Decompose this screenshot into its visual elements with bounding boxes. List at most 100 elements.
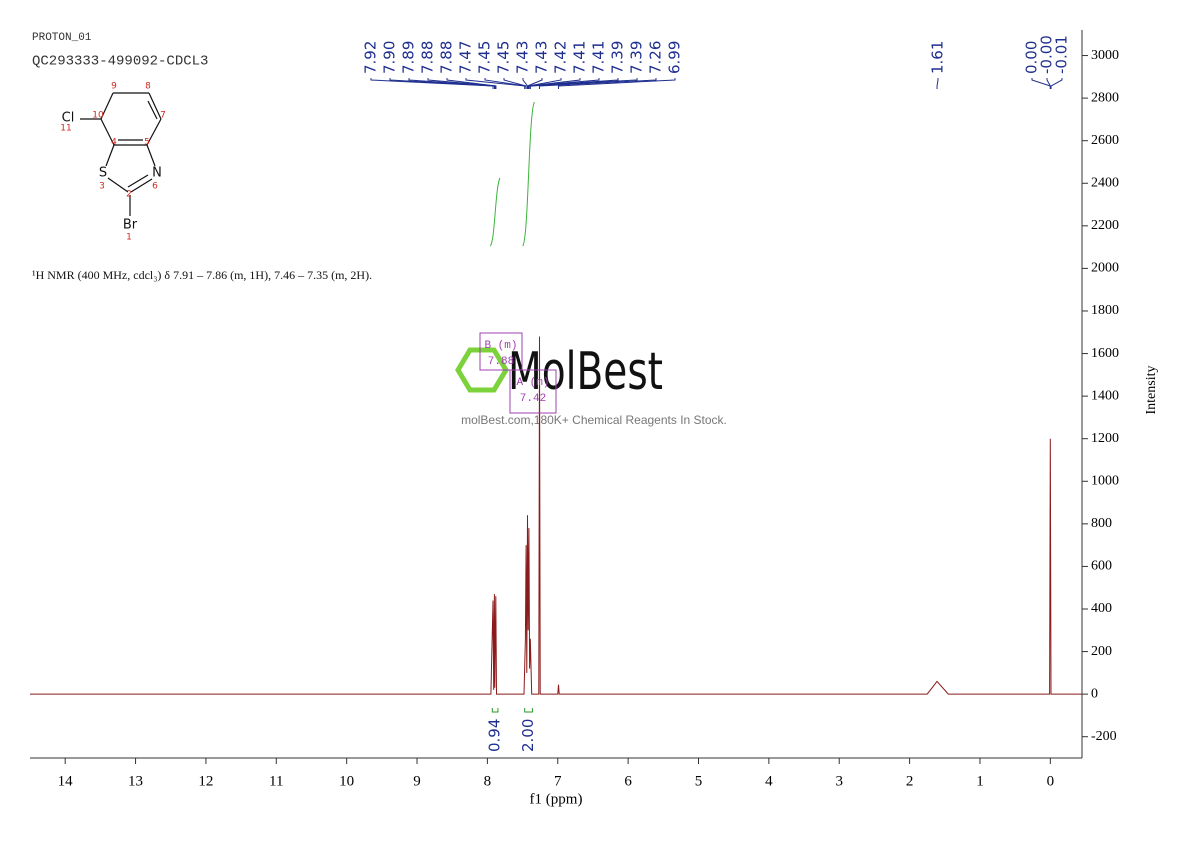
atom-number: 8 <box>145 82 151 92</box>
peak-connector <box>522 78 529 89</box>
multiplet-box <box>509 369 557 414</box>
peak-label: 7.43 <box>514 41 532 74</box>
atom-label: N <box>152 166 162 181</box>
integral-curve <box>522 101 535 247</box>
peak-label: 7.47 <box>457 41 475 74</box>
integral-label: 2.00 <box>519 719 537 752</box>
peak-label: 7.88 <box>438 41 456 74</box>
integral-bracket <box>524 708 533 713</box>
integral-label: 0.94 <box>486 719 504 752</box>
multiplet-name: A (m) <box>516 377 549 389</box>
watermark-tagline: molBest.com,180K+ Chemical Reagents In S… <box>461 413 727 427</box>
atom-number: 4 <box>111 138 117 148</box>
atom-number: 1 <box>126 233 132 243</box>
x-tick-label: 11 <box>269 773 283 789</box>
peak-label: 7.41 <box>590 41 608 74</box>
atom-label: Br <box>123 218 138 233</box>
atom-number: 6 <box>152 182 158 192</box>
atom-number: 2 <box>126 190 132 200</box>
atom-label: S <box>99 166 107 181</box>
header-line: PROTON_01 <box>32 32 92 44</box>
peak-label: 7.89 <box>400 41 418 74</box>
peak-connector <box>1031 78 1051 89</box>
x-tick-label: 1 <box>976 773 984 789</box>
peak-connector <box>446 78 497 89</box>
peak-label: 7.92 <box>362 41 380 74</box>
spectrum-line <box>30 336 1082 695</box>
peak-connector <box>465 78 526 89</box>
x-tick-label: 13 <box>128 773 143 789</box>
peak-connector <box>370 78 494 89</box>
x-tick-label: 7 <box>554 773 562 789</box>
y-tick-label: 1800 <box>1091 303 1119 318</box>
atom-number: 9 <box>111 82 117 92</box>
peak-label: 1.61 <box>929 41 947 74</box>
y-tick-label: 400 <box>1091 601 1112 616</box>
peak-label: 7.26 <box>647 41 665 74</box>
peak-connector <box>529 78 638 89</box>
atom-number: 11 <box>60 124 71 134</box>
atom-number: 10 <box>92 111 104 121</box>
y-tick-label: 3000 <box>1091 48 1119 63</box>
peak-label: -0.00 <box>1038 35 1056 74</box>
x-tick-label: 8 <box>484 773 492 789</box>
peak-label: 7.45 <box>495 41 513 74</box>
peak-label: 7.88 <box>419 41 437 74</box>
peak-label: 6.99 <box>666 41 684 74</box>
atom-number: 7 <box>160 111 166 121</box>
x-tick-label: 4 <box>765 773 773 789</box>
integral-curve <box>489 177 501 247</box>
peak-connector <box>557 78 676 89</box>
peak-connector <box>503 78 527 89</box>
peak-connector <box>1050 78 1063 89</box>
x-tick-label: 9 <box>413 773 421 789</box>
peak-connector <box>528 78 600 89</box>
peak-label: 7.90 <box>381 41 399 74</box>
peak-label: 7.39 <box>628 41 646 74</box>
peak-label: 7.41 <box>571 41 589 74</box>
peak-connector <box>936 78 939 89</box>
peak-label: 7.39 <box>609 41 627 74</box>
y-tick-label: 2400 <box>1091 175 1119 190</box>
peak-connector <box>389 78 495 89</box>
structure: Cl S N Br 9 8 7 10 4 5 11 3 6 2 1 <box>60 82 166 243</box>
y-tick-label: 0 <box>1091 686 1098 701</box>
y-axis-label: Intensity <box>1144 366 1159 415</box>
x-tick-label: 5 <box>695 773 703 789</box>
peak-connector <box>527 78 543 89</box>
peak-label: 7.45 <box>476 41 494 74</box>
peak-label: -0.01 <box>1053 35 1071 74</box>
x-tick-label: 2 <box>906 773 914 789</box>
multiplet-shift: 7.42 <box>520 393 546 405</box>
y-tick-label: 2600 <box>1091 133 1119 148</box>
y-tick-label: -200 <box>1091 729 1117 744</box>
x-tick-label: 0 <box>1047 773 1055 789</box>
x-tick-label: 3 <box>835 773 843 789</box>
peak-connector <box>1046 78 1051 89</box>
peak-label: 0.00 <box>1023 41 1041 74</box>
integral-bracket <box>491 708 499 713</box>
y-tick-label: 1400 <box>1091 388 1119 403</box>
peak-connector <box>484 78 527 89</box>
multiplet-box <box>479 332 523 371</box>
y-tick-label: 600 <box>1091 559 1112 574</box>
multiplet-shift: 7.88 <box>488 356 514 368</box>
multiplet-name: B (m) <box>484 340 517 352</box>
nmr-description: ¹H NMR (400 MHz, cdcl₃) δ 7.91 – 7.86 (m… <box>32 268 372 282</box>
y-tick-label: 1200 <box>1091 431 1119 446</box>
x-axis-label: f1 (ppm) <box>530 791 583 807</box>
y-tick-label: 2200 <box>1091 218 1119 233</box>
x-tick-label: 6 <box>624 773 632 789</box>
peak-label: 7.43 <box>533 41 551 74</box>
y-tick-label: 2000 <box>1091 261 1119 276</box>
atom-label: Cl <box>62 111 75 126</box>
x-tick-label: 10 <box>339 773 354 789</box>
y-tick-label: 1600 <box>1091 346 1119 361</box>
y-tick-label: 2800 <box>1091 90 1119 105</box>
atom-number: 3 <box>99 182 105 192</box>
atom-number: 5 <box>144 138 150 148</box>
header-line: QC293333-499092-CDCL3 <box>32 54 208 70</box>
peak-connector <box>408 78 496 89</box>
peak-connector <box>527 78 562 89</box>
